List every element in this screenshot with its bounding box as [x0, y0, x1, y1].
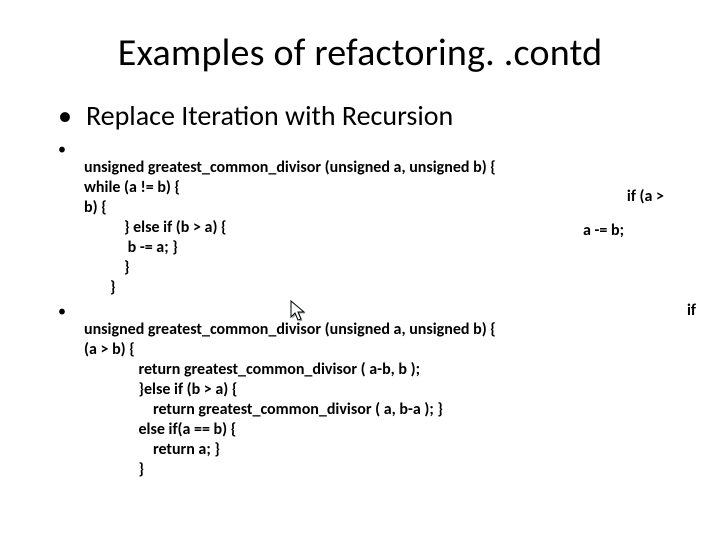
code-bullet-2: • unsigned greatest_common_divisor (unsi…	[58, 300, 680, 360]
code-close-brace: }	[110, 278, 680, 298]
bullet-dot-icon: •	[58, 302, 66, 322]
bullet-dot-icon: •	[58, 102, 72, 130]
subtitle-row: • Replace Iteration with Recursion	[58, 100, 680, 132]
code-bullet-1: • unsigned greatest_common_divisor (unsi…	[58, 138, 680, 218]
code-block-b: return greatest_common_divisor ( a-b, b …	[124, 360, 680, 480]
code-fragment-aminusb: a -= b;	[583, 221, 624, 241]
bullet-dot-icon: •	[58, 140, 66, 160]
slide: Examples of refactoring. .contd • Replac…	[0, 0, 720, 540]
code-line: unsigned greatest_common_divisor (unsign…	[84, 300, 680, 360]
subtitle-text: Replace Iteration with Recursion	[86, 100, 453, 132]
slide-title: Examples of refactoring. .contd	[40, 30, 680, 76]
cursor-icon	[290, 300, 306, 322]
code-line: unsigned greatest_common_divisor (unsign…	[84, 138, 680, 218]
code-fragment-ifagtb: if (a >	[627, 187, 664, 207]
code-fragment-if2: if	[687, 301, 696, 321]
